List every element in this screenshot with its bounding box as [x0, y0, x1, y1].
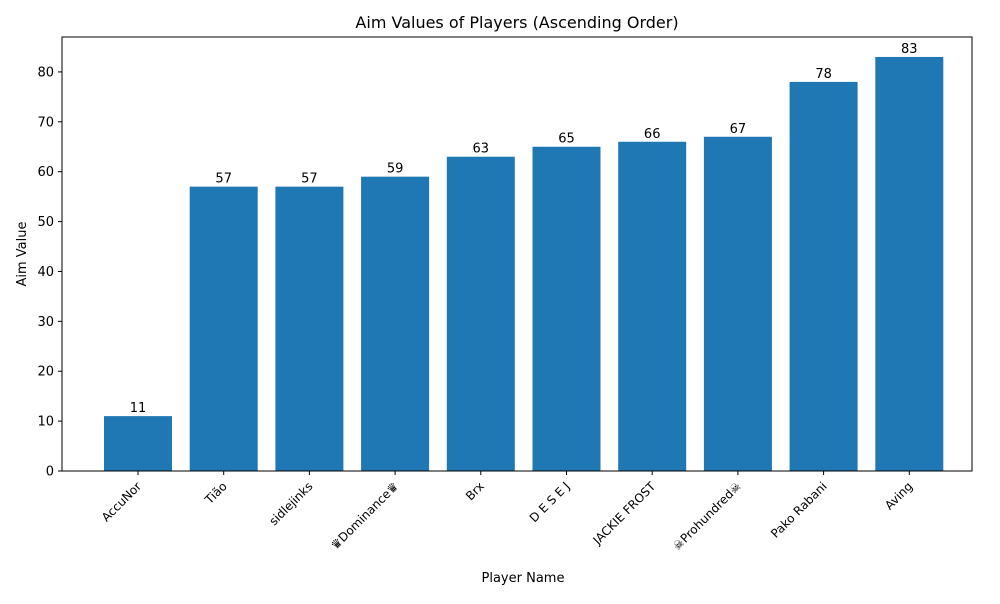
bar: [703, 136, 772, 471]
data-label: 78: [815, 67, 832, 82]
y-tick-label: 60: [37, 165, 54, 180]
data-label: 59: [387, 162, 404, 177]
data-label: 63: [473, 142, 490, 157]
bars-layer: [104, 56, 944, 472]
data-label: 57: [215, 172, 232, 187]
plot-frame: [61, 36, 973, 472]
data-label: 57: [301, 172, 318, 187]
bar: [875, 56, 944, 472]
x-tick-label: ♛Dominance♛: [328, 479, 401, 552]
data-label: 67: [730, 122, 747, 137]
chart-title: Aim Values of Players (Ascending Order): [355, 13, 678, 32]
data-label: 83: [901, 42, 918, 57]
bar: [104, 416, 172, 471]
bar: [275, 186, 344, 472]
x-axis-label: Player Name: [482, 571, 565, 586]
bar: [361, 176, 430, 471]
y-tick-label: 50: [37, 215, 54, 230]
x-tick-label: Tião: [202, 479, 230, 507]
y-tick-label: 80: [37, 65, 54, 80]
y-axis-label: Aim Value: [15, 221, 30, 286]
y-tick-label: 70: [37, 115, 54, 130]
bar: [189, 186, 258, 472]
bar: [789, 81, 858, 472]
bar: [446, 156, 515, 472]
x-tick-label: D E S E J: [527, 479, 573, 525]
y-tick-label: 40: [37, 265, 54, 280]
x-tick-label: AccuNor: [99, 479, 144, 524]
x-tick-label: Aving: [882, 479, 915, 512]
data-label: 11: [130, 401, 147, 416]
x-tick-label: ☠Prohundred☠: [670, 479, 744, 553]
data-label: 65: [558, 132, 575, 147]
y-tick-label: 0: [46, 465, 54, 480]
x-tick-label: Pako Rabani: [768, 479, 830, 541]
x-tick-label: JACKIE FROST: [590, 479, 659, 548]
y-axis: 0 10 20 30 40 50 60 70 80: [37, 65, 62, 480]
y-tick-label: 20: [37, 365, 54, 380]
x-tick-label: sidlejinks: [266, 479, 315, 528]
data-label: 66: [644, 127, 661, 142]
bar: [532, 146, 601, 471]
y-tick-label: 30: [37, 315, 54, 330]
data-labels-layer: 11 57 57 59 63 65 66 67 78 83: [130, 42, 918, 416]
x-axis: AccuNor Tião sidlejinks ♛Dominance♛ Brx D E S…: [99, 471, 915, 553]
x-tick-label: Brx: [463, 479, 487, 503]
bar: [618, 141, 687, 472]
y-tick-label: 10: [37, 415, 54, 430]
